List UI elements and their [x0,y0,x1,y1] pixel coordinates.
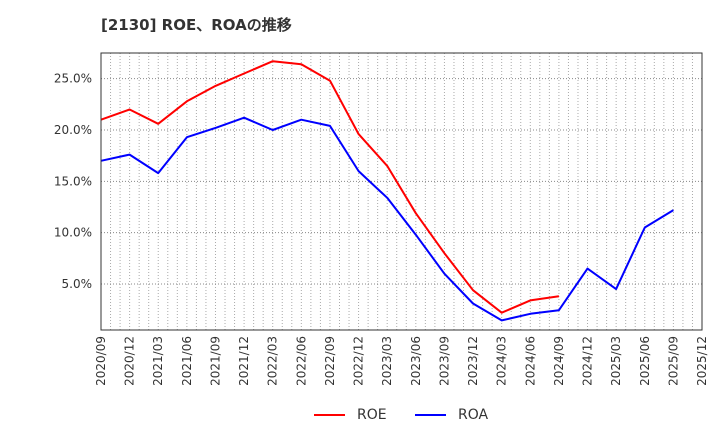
x-tick-label: 2020/12 [123,336,137,386]
x-tick-label: 2023/09 [437,336,451,386]
x-tick-label: 2024/09 [552,336,566,386]
series-lines [100,60,674,322]
x-tick-label: 2020/09 [94,336,108,386]
legend-item-roa: ROA [415,404,488,426]
x-tick-label: 2022/06 [294,336,308,386]
x-tick-label: 2021/03 [151,336,165,386]
x-tick-label: 2023/03 [380,336,394,386]
x-tick-label: 2021/06 [180,336,194,386]
legend-swatch-roe [314,414,345,416]
plot-frame [100,52,703,331]
x-tick-label: 2024/03 [495,336,509,386]
y-tick-label: 10.0% [54,226,92,240]
x-tick-label: 2023/12 [466,336,480,386]
x-tick-label: 2021/09 [208,336,222,386]
x-tick-label: 2025/09 [666,336,680,386]
chart-title: [2130] ROE、ROAの推移 [101,16,292,34]
legend-label-roa: ROA [458,407,489,423]
legend-item-roe: ROE [314,404,387,426]
x-axis: 2020/09 2020/12 2021/03 2021/06 2021/09 2021/… [94,336,709,386]
series-line-roa [100,116,674,322]
x-tick-label: 2025/12 [695,336,709,386]
x-tick-label: 2022/03 [266,336,280,386]
y-tick-label: 5.0% [62,277,93,291]
y-axis: 5.0% 10.0% 15.0% 20.0% 25.0% [54,72,92,291]
x-tick-label: 2024/06 [523,336,537,386]
x-tick-label: 2025/03 [609,336,623,386]
legend-swatch-roa [415,414,446,416]
legend-label-roe: ROE [357,407,387,423]
x-tick-label: 2023/06 [409,336,423,386]
x-tick-label: 2022/12 [352,336,366,386]
x-tick-label: 2025/06 [638,336,652,386]
legend: ROE ROA [0,404,720,426]
grid-lines [101,53,702,330]
x-tick-label: 2021/12 [237,336,251,386]
series-line-roe [100,60,560,314]
x-tick-label: 2022/09 [323,336,337,386]
x-tick-label: 2024/12 [581,336,595,386]
y-tick-label: 25.0% [54,72,92,86]
y-tick-label: 15.0% [54,174,92,188]
y-tick-label: 20.0% [54,123,92,137]
